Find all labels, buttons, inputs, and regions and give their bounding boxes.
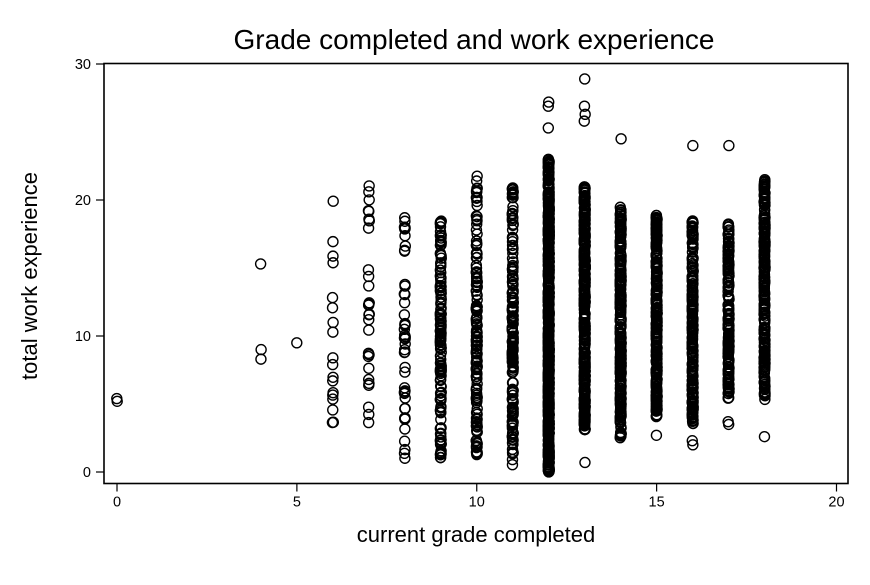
svg-text:Grade completed and work exper: Grade completed and work experience — [234, 24, 715, 55]
svg-text:20: 20 — [75, 193, 91, 209]
svg-text:20: 20 — [828, 495, 844, 511]
svg-text:30: 30 — [75, 57, 91, 73]
svg-text:10: 10 — [75, 329, 91, 345]
svg-text:0: 0 — [113, 495, 121, 511]
svg-text:total work experience: total work experience — [17, 172, 42, 380]
svg-text:5: 5 — [293, 495, 301, 511]
svg-text:0: 0 — [83, 465, 91, 481]
svg-text:current grade completed: current grade completed — [357, 522, 595, 547]
svg-text:15: 15 — [649, 495, 665, 511]
svg-text:10: 10 — [469, 495, 485, 511]
